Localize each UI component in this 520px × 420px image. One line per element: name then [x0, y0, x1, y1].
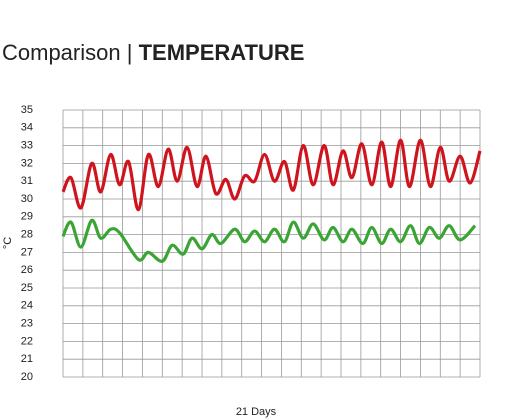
x-axis-label: 21 Days: [236, 406, 277, 418]
y-tick-label: 32: [21, 157, 33, 169]
title-separator: |: [127, 40, 133, 65]
y-tick-label: 22: [21, 335, 33, 347]
series-line: [61, 218, 477, 263]
y-tick-label: 28: [21, 229, 33, 241]
y-tick-label: 35: [21, 104, 33, 116]
y-tick-label: 23: [21, 318, 33, 330]
y-tick-label: 25: [21, 282, 33, 294]
title-prefix: Comparison: [2, 40, 121, 65]
y-tick-label: 34: [21, 122, 33, 134]
y-tick-label: 20: [21, 371, 33, 383]
y-axis-label: °C: [2, 237, 14, 249]
y-tick-label: 33: [21, 140, 33, 152]
y-tick-label: 31: [21, 175, 33, 187]
y-tick-label: 30: [21, 193, 33, 205]
chart-title: Comparison | TEMPERATURE: [2, 40, 304, 65]
series-line: [61, 138, 482, 212]
y-tick-label: 26: [21, 264, 33, 276]
y-tick-label: 21: [21, 353, 33, 365]
y-tick-label: 24: [21, 300, 33, 312]
y-tick-label: 27: [21, 246, 33, 258]
title-main: TEMPERATURE: [139, 40, 305, 65]
y-tick-label: 29: [21, 211, 33, 223]
